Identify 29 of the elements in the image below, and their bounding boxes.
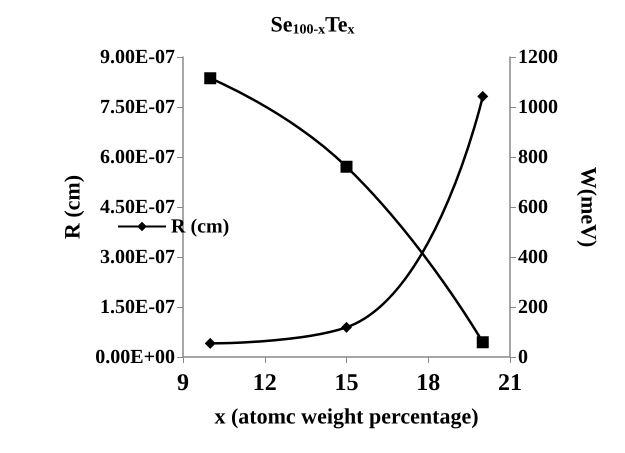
- y2-tick-label: 800: [518, 146, 548, 168]
- y-tick-label: 0.00E+00: [95, 346, 175, 368]
- y-tick-label: 6.00E-07: [100, 146, 175, 168]
- x-tick-label: 12: [252, 370, 277, 396]
- y2-tick-label: 1200: [518, 46, 558, 68]
- y-tick-label: 3.00E-07: [100, 246, 175, 268]
- y-axis-title: R (cm): [60, 174, 84, 240]
- x-axis-title: x (atomc weight percentage): [214, 404, 479, 428]
- point: [204, 338, 216, 349]
- x-tick-label: 15: [334, 370, 358, 396]
- y2-tick-label: 0: [518, 346, 528, 368]
- y-tick-label: 9.00E-07: [100, 46, 175, 68]
- y-tick-label: 1.50E-07: [100, 296, 175, 318]
- point: [204, 72, 216, 84]
- legend-label: R (cm): [171, 216, 230, 238]
- y2-tick-label: 400: [518, 246, 548, 268]
- y2-tick-label: 600: [518, 196, 548, 218]
- y-tick-label: 4.50E-07: [100, 196, 175, 218]
- x-tick-label: 21: [498, 370, 522, 396]
- point: [341, 322, 352, 333]
- point: [476, 336, 489, 348]
- x-tick-label: 18: [416, 370, 440, 396]
- y2-tick-label: 200: [518, 296, 548, 318]
- x-tick-label: 9: [177, 370, 189, 396]
- y-tick-label: 7.50E-07: [100, 96, 175, 118]
- y2-axis-title: W(meV): [576, 166, 602, 248]
- y2-tick-label: 1000: [518, 96, 558, 118]
- point: [340, 160, 352, 173]
- point: [477, 90, 488, 102]
